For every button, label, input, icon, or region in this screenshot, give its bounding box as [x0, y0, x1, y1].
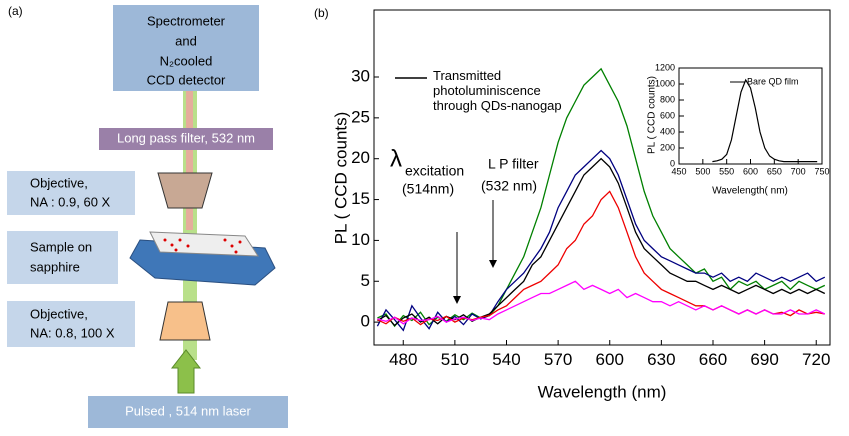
box-text: Objective,	[30, 175, 88, 190]
annotation: λ	[390, 145, 402, 172]
inset-plot: 0 200 400 600 800 1000 1200 450 500 550 600 650 700 7…	[655, 62, 830, 176]
objective-box	[7, 171, 135, 215]
sample-box	[7, 231, 118, 284]
box-text: CCD detector	[147, 72, 226, 87]
box-text: sapphire	[30, 259, 80, 274]
box-text: Sample on	[30, 239, 92, 254]
x-tick-label: 600	[743, 166, 758, 176]
inset-legend-text: Bare QD film	[747, 76, 799, 86]
box-text: N₂cooled	[160, 53, 213, 68]
series-line	[377, 157, 826, 327]
legend-text: Transmitted photoluminiscence through QD…	[433, 68, 562, 113]
x-tick-label: 550	[719, 166, 734, 176]
objective	[159, 301, 211, 341]
particles	[163, 238, 242, 254]
y-tick-label: 0	[361, 312, 370, 331]
panel-label: (b)	[314, 6, 329, 20]
annotation: L P filter	[488, 156, 539, 172]
y-tick-label: 600	[660, 110, 675, 120]
x-tick-label: 690	[750, 350, 778, 369]
x-tick-label: 600	[596, 350, 624, 369]
x-tick-label: 750	[814, 166, 829, 176]
annotation: excitation	[405, 163, 464, 179]
y-tick-label: 10	[351, 230, 370, 249]
x-tick-label: 630	[647, 350, 675, 369]
x-tick-label: 500	[695, 166, 710, 176]
filter-text: Long pass filter, 532 nm	[117, 130, 255, 145]
box-text: Objective,	[30, 306, 88, 321]
annotation: (514nm)	[402, 181, 454, 197]
x-tick-label: 720	[802, 350, 830, 369]
x-tick-label: 660	[699, 350, 727, 369]
x-tick-label: 510	[441, 350, 469, 369]
series-line	[377, 67, 826, 328]
x-tick-label: 650	[767, 166, 782, 176]
inset-x-label: Wavelength( nm)	[712, 186, 788, 197]
y-axis-label: PL ( CCD counts)	[331, 112, 350, 245]
y-tick-label: 1000	[655, 78, 675, 88]
inset-y-label: PL ( CCD counts)	[647, 76, 658, 154]
y-tick-label: 0	[670, 158, 675, 168]
annotation: (532 nm)	[481, 178, 537, 194]
x-tick-label: 540	[492, 350, 520, 369]
objective	[157, 172, 213, 209]
y-tick-label: 800	[660, 94, 675, 104]
box-text: NA: 0.8, 100 X	[30, 325, 115, 340]
y-tick-label: 1200	[655, 62, 675, 72]
filter-bar	[99, 128, 273, 150]
x-tick-label: 450	[671, 166, 686, 176]
objective-box	[7, 301, 135, 347]
x-axis-label: Wavelength (nm)	[538, 382, 667, 401]
y-tick-label: 15	[351, 189, 370, 208]
laser-box	[88, 396, 288, 428]
box-text: Spectrometer	[147, 13, 226, 28]
x-tick-label: 480	[389, 350, 417, 369]
y-tick-label: 5	[361, 271, 370, 290]
box-text: and	[175, 33, 197, 48]
arrowhead	[489, 260, 497, 268]
panel-label: (a)	[8, 4, 23, 18]
box-text: NA : 0.9, 60 X	[30, 194, 111, 209]
x-tick-label: 570	[544, 350, 572, 369]
beam-red	[186, 90, 193, 230]
spectrometer-box	[113, 5, 259, 91]
sample	[149, 231, 259, 257]
arrowhead	[453, 296, 461, 304]
series-line	[712, 78, 818, 163]
series-line	[377, 280, 826, 325]
y-tick-label: 200	[660, 142, 675, 152]
y-tick-label: 400	[660, 126, 675, 136]
y-tick-label: 25	[351, 107, 370, 126]
plot-frame	[678, 67, 823, 165]
laser-arrow	[170, 349, 202, 394]
legend: Transmitted photoluminiscence through QD…	[433, 68, 562, 113]
x-tick-label: 700	[791, 166, 806, 176]
y-tick-label: 20	[351, 148, 370, 167]
laser-text: Pulsed , 514 nm laser	[125, 403, 251, 418]
y-tick-label: 30	[351, 66, 370, 85]
